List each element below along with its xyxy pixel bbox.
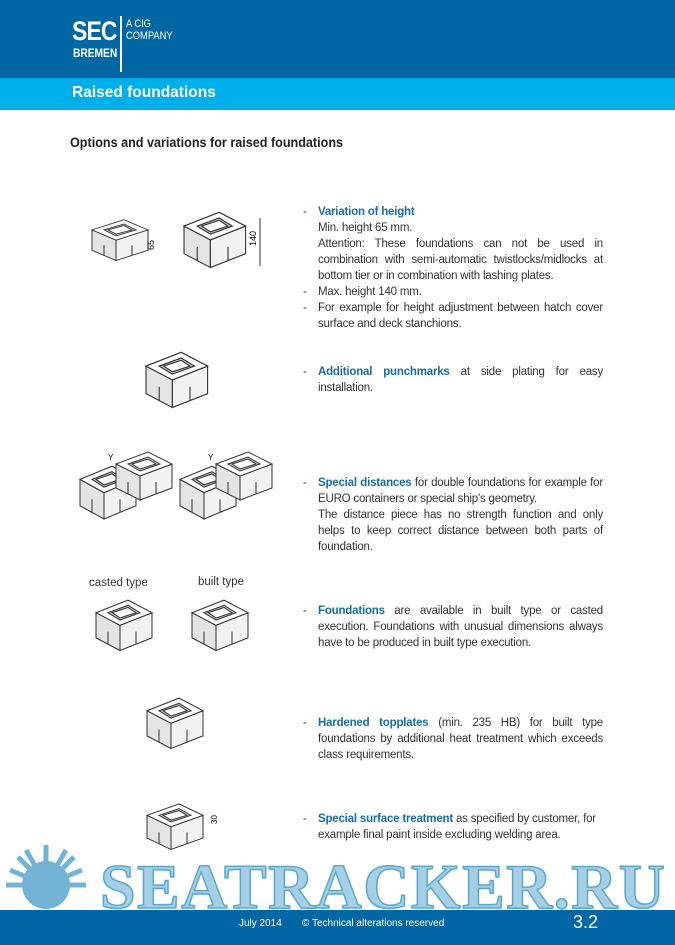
item-special-distances: Special distances for double foundations… (303, 475, 603, 555)
item-surface-treatment: Special surface treatment as specified b… (303, 811, 603, 843)
built-type-label: built type (198, 576, 245, 588)
watermark-text: SEATRACKER.RU (100, 851, 665, 920)
item-height-variation: Variation of height Min. height 65 mm. A… (303, 204, 603, 332)
footer: July 2014 © Technical alterations reserv… (0, 910, 675, 945)
sun-icon (6, 845, 86, 909)
logo-cig: A CIG COMPANY (126, 18, 173, 42)
logo-sec: SEC (72, 16, 117, 46)
page-number: 3.2 (573, 912, 599, 932)
casted-type-label: casted type (89, 577, 148, 589)
page-title: Options and variations for raised founda… (70, 134, 344, 150)
footer-date: July 2014 (239, 918, 282, 929)
logo-bremen: BREMEN (73, 46, 118, 60)
height-variation-figure: 65 140 (91, 211, 261, 269)
dim-30: 30 (210, 815, 219, 824)
surface-treatment-figure: 30 (146, 803, 219, 850)
dim-65: 65 (146, 240, 156, 250)
header-bar: SEC BREMEN A CIG COMPANY (0, 0, 675, 78)
punchmarks-figure (145, 351, 209, 409)
footer-copyright: © Technical alterations reserved (302, 918, 445, 929)
dim-140: 140 (248, 231, 258, 246)
section-strip: Raised foundations (0, 78, 675, 110)
dim-y: Y (208, 453, 214, 462)
logo-divider (120, 16, 122, 72)
casted-type-figure (95, 599, 153, 652)
watermark: SEATRACKER.RU (6, 845, 666, 920)
item-foundations-types: Foundations are available in built type … (303, 603, 603, 651)
item-heading: Variation of height (318, 206, 415, 218)
dim-y: Y (108, 453, 114, 462)
item-hardened-topplates: Hardened topplates (min. 235 HB) for bui… (303, 715, 603, 763)
built-type-figure (191, 599, 249, 652)
special-distances-figure: Y Y (79, 451, 273, 520)
hardened-topplate-figure (146, 697, 204, 750)
item-punchmarks: Additional punchmarks at side plating fo… (303, 364, 603, 396)
section-title: Raised foundations (72, 84, 216, 101)
